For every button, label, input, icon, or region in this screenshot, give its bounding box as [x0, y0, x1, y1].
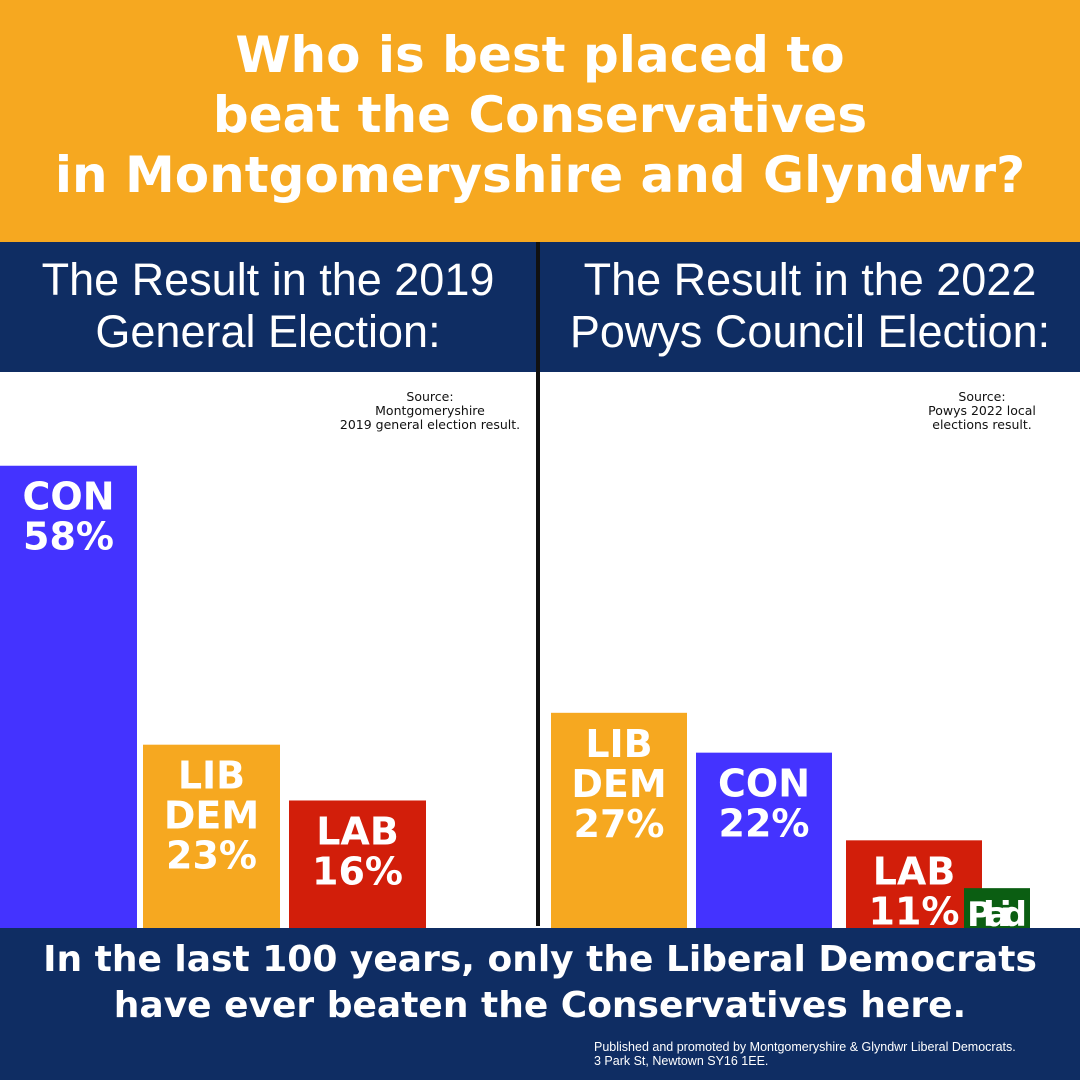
panel-header-2022-line-2: Powys Council Election: — [569, 306, 1051, 357]
bar-2019-lib-dem — [143, 744, 280, 930]
bar-label-2022-lib-dem-1: DEM — [571, 762, 666, 806]
bar-label-2022-lab-0: LAB — [873, 849, 956, 893]
footer-line-2: have ever beaten the Conservatives here. — [113, 985, 967, 1026]
footer-line-1: In the last 100 years, only the Liberal … — [43, 939, 1037, 980]
source-note-2019-line-1: Source: — [406, 389, 454, 404]
imprint-line-1: Published and promoted by Montgomeryshir… — [594, 1040, 1016, 1054]
source-note-2022: Source: Powys 2022 local elections resul… — [902, 390, 1062, 432]
imprint: Published and promoted by Montgomeryshir… — [594, 1040, 1016, 1068]
panel-header-2022: The Result in the 2022 Powys Council Ele… — [540, 242, 1080, 372]
bar-label-2019-lib-dem-1: DEM — [164, 794, 259, 838]
panel-divider — [536, 242, 540, 926]
imprint-line-2: 3 Park St, Newtown SY16 1EE. — [594, 1054, 769, 1068]
bar-label-2019-lab-1: 16% — [312, 849, 403, 893]
panel-header-2019-line-2: General Election: — [95, 306, 441, 357]
bar-label-2022-lab-1: 11% — [869, 889, 960, 933]
bar-2022-plaid — [964, 888, 1030, 930]
bar-label-2022-lib-dem-0: LIB — [585, 722, 652, 766]
bar-label-2019-con-0: CON — [23, 475, 115, 519]
source-note-2022-line-2: Powys 2022 local — [928, 403, 1036, 418]
headline-line-1: Who is best placed to — [235, 26, 845, 84]
source-note-2019: Source: Montgomeryshire 2019 general ele… — [330, 390, 530, 432]
bar-label-2022-con-1: 22% — [719, 802, 810, 846]
panel-header-2022-line-1: The Result in the 2022 — [583, 254, 1037, 305]
bar-2022-con — [696, 752, 832, 930]
bar-2022-lab — [846, 840, 982, 930]
bar-label-2022-con-0: CON — [718, 762, 810, 806]
source-note-2019-line-2: Montgomeryshire — [375, 403, 485, 418]
headline-line-2: beat the Conservatives — [212, 86, 868, 144]
bar-label-2019-lib-dem-0: LIB — [178, 754, 245, 798]
bar-2019-lab — [289, 800, 426, 930]
bar-label-2019-lab-0: LAB — [316, 809, 399, 853]
source-note-2019-line-3: 2019 general election result. — [339, 417, 521, 432]
bar-2019-con — [0, 465, 137, 930]
bar-label-2019-lib-dem-2: 23% — [166, 834, 257, 878]
bar-label-2019-con-1: 58% — [23, 515, 114, 559]
panel-header-2019: The Result in the 2019 General Election: — [0, 242, 536, 372]
bar-2022-lib-dem — [551, 712, 687, 930]
source-note-2022-line-3: elections result. — [932, 417, 1032, 432]
footer-banner: In the last 100 years, only the Liberal … — [0, 928, 1080, 1080]
headline-line-3: in Montgomeryshire and Glyndwr? — [54, 146, 1026, 204]
bar-label-2022-lib-dem-2: 27% — [574, 802, 665, 846]
source-note-2022-line-1: Source: — [958, 389, 1006, 404]
panel-header-2019-line-1: The Result in the 2019 — [41, 254, 495, 305]
headline-banner: Who is best placed to beat the Conservat… — [0, 0, 1080, 242]
